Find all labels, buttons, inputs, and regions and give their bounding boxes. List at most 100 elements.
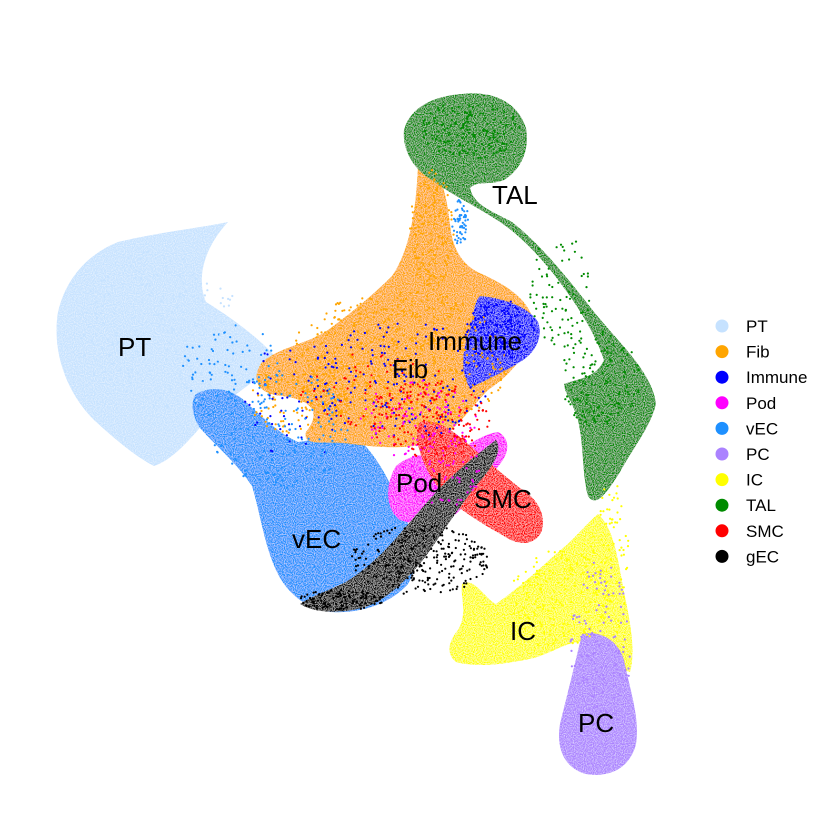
cell-point-ic: [542, 604, 545, 607]
cell-point-pod: [414, 493, 417, 496]
cell-point-ic: [528, 584, 532, 587]
cell-point-gec: [361, 570, 364, 573]
cell-point-tal: [606, 381, 609, 384]
cell-point-pod: [465, 467, 468, 470]
cell-point-tal: [458, 153, 461, 156]
cell-point-fib: [430, 274, 433, 277]
cell-point-tal: [529, 296, 532, 299]
cell-point-gec: [414, 561, 417, 564]
cell-point-immune: [466, 330, 469, 334]
cell-point-gec: [376, 549, 379, 552]
cell-point-pc: [612, 684, 615, 687]
cell-point-tal: [423, 130, 426, 133]
cell-point-smc: [454, 388, 457, 391]
cell-point-fib: [413, 419, 416, 422]
cell-point-fib: [390, 313, 393, 316]
cell-point-fib: [312, 370, 315, 373]
cell-point-vec: [295, 479, 298, 482]
cell-point-gec: [356, 564, 360, 567]
cell-point-tal: [533, 315, 536, 318]
cell-point-vec: [213, 444, 216, 447]
cell-point-vec: [280, 484, 283, 487]
cell-point-fib: [414, 247, 417, 250]
cell-point-smc: [378, 397, 381, 400]
cell-point-vec: [282, 453, 285, 456]
cell-point-gec: [400, 541, 403, 544]
cell-point-pt: [108, 354, 111, 357]
cell-point-tal: [579, 330, 582, 333]
cell-point-fib: [466, 353, 469, 357]
cell-point-tal: [600, 350, 603, 353]
cell-point-immune: [363, 331, 366, 335]
cell-point-tal: [592, 416, 595, 419]
cell-point-vec: [261, 333, 264, 336]
cell-point-tal: [568, 258, 571, 261]
cell-point-tal: [510, 140, 513, 143]
cell-point-pc: [578, 663, 581, 666]
cell-point-fib: [363, 424, 366, 427]
cell-point-ic: [563, 622, 566, 625]
cell-point-tal: [496, 132, 499, 135]
cell-point-ic: [565, 559, 568, 562]
cell-point-pc: [617, 649, 620, 653]
cell-point-tal: [567, 400, 570, 403]
cell-point-vec: [332, 393, 335, 396]
cell-point-tal: [566, 344, 569, 347]
cell-point-vec: [245, 381, 249, 384]
cell-point-immune: [472, 389, 475, 393]
cell-point-vec: [229, 452, 232, 455]
cell-point-ic: [597, 582, 600, 585]
cell-point-gec: [421, 579, 424, 582]
cell-point-smc: [434, 448, 437, 451]
cell-point-immune: [281, 397, 284, 400]
cell-point-immune: [286, 396, 289, 399]
cell-point-immune: [397, 340, 400, 343]
cell-point-pc: [599, 576, 602, 580]
cell-point-immune: [464, 333, 467, 336]
cell-point-gec: [477, 545, 480, 548]
cell-point-gec: [440, 563, 443, 566]
cell-point-fib: [460, 341, 463, 344]
cell-point-immune: [517, 331, 520, 335]
cell-point-fib: [366, 316, 369, 319]
cell-point-immune: [371, 354, 374, 357]
cell-point-pc: [625, 620, 629, 623]
cell-point-ic: [576, 563, 579, 566]
cell-point-immune: [496, 303, 499, 307]
cell-point-pod: [419, 392, 422, 395]
cell-point-ic: [606, 508, 609, 511]
cell-point-fib: [442, 275, 445, 279]
cell-point-fib: [329, 381, 332, 384]
cell-point-fib: [427, 342, 430, 345]
cell-point-vec: [268, 466, 271, 469]
cell-point-pc: [627, 674, 630, 677]
cell-point-tal: [450, 119, 453, 122]
cell-point-fib: [310, 384, 313, 387]
cell-point-pt: [106, 275, 109, 278]
cell-point-vec: [464, 231, 467, 234]
cell-point-fib: [487, 399, 491, 402]
cell-point-pt: [230, 324, 233, 327]
cell-point-tal: [602, 412, 605, 415]
cell-point-immune: [510, 325, 514, 328]
cell-point-gec: [432, 534, 435, 537]
cell-point-pt: [158, 324, 161, 328]
cell-point-pt: [152, 274, 155, 277]
cell-point-fib: [419, 267, 422, 270]
cell-point-tal: [443, 140, 446, 144]
cell-point-pc: [605, 682, 608, 685]
cell-point-ic: [616, 511, 619, 514]
cell-point-immune: [475, 323, 478, 326]
cell-point-pc: [588, 627, 591, 630]
cell-point-vec: [198, 345, 201, 348]
cell-point-vec: [239, 427, 242, 430]
cell-point-gec: [452, 576, 455, 579]
cell-point-fib: [359, 347, 362, 350]
cell-point-ic: [594, 591, 598, 594]
cell-point-vec: [231, 462, 234, 465]
cell-point-tal: [438, 109, 441, 112]
cell-point-vec: [274, 481, 278, 484]
cell-point-smc: [422, 419, 426, 422]
cell-point-pt: [113, 383, 116, 387]
cell-point-fib: [385, 399, 388, 402]
